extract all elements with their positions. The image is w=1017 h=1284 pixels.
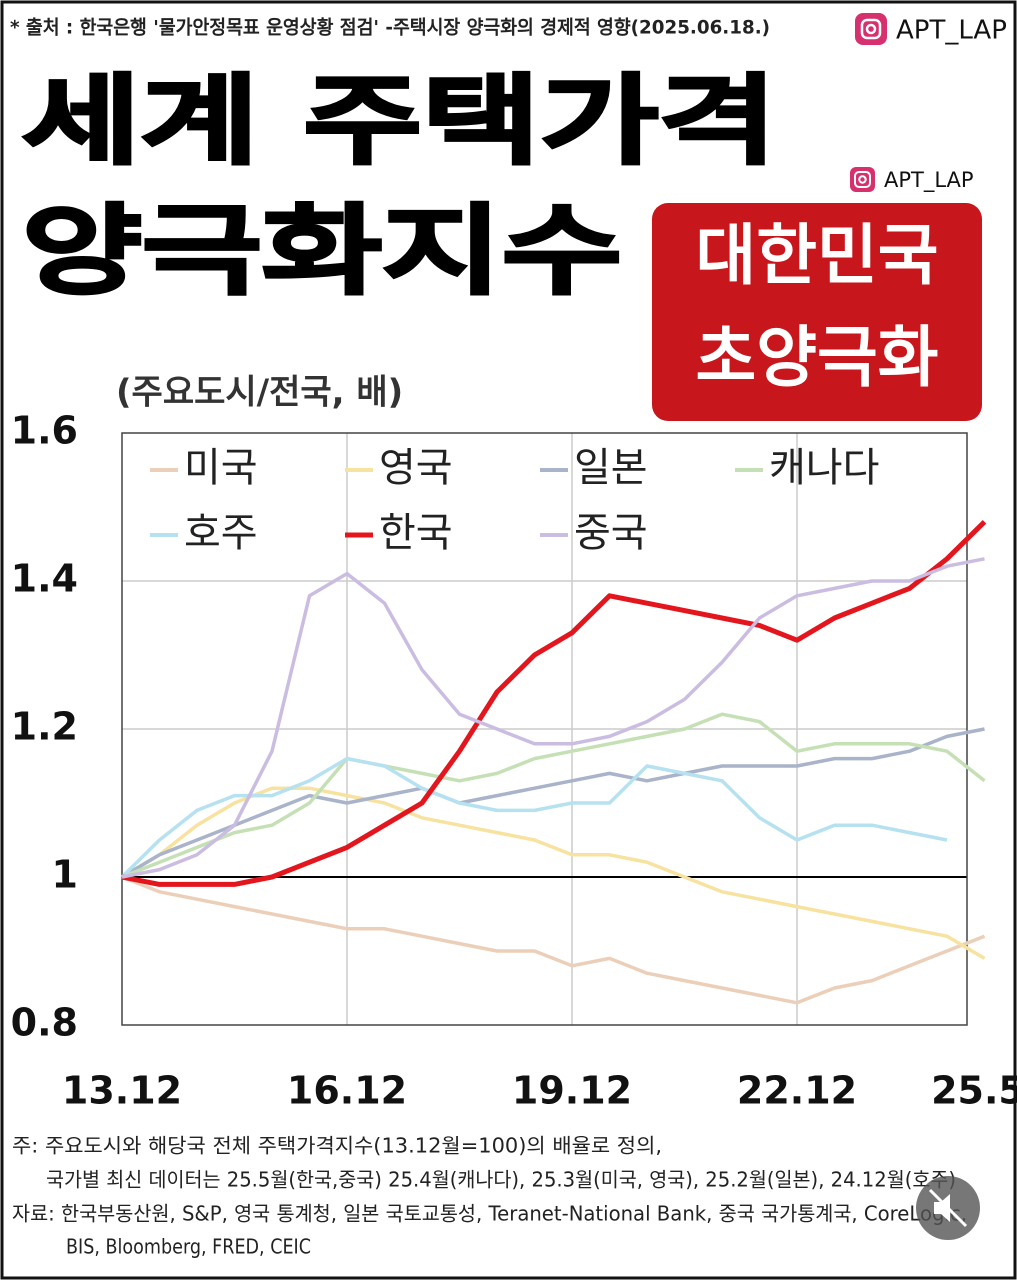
instagram-icon <box>850 167 875 192</box>
series-line <box>121 520 987 887</box>
y-tick-label: 1.2 <box>11 705 78 749</box>
x-tick-label: 22.12 <box>737 1069 857 1113</box>
note: 국가별 최신 데이터는 25.5월(한국,중국) 25.4월(캐나다), 25.… <box>46 1168 956 1192</box>
source: * 출처 : 한국은행 '물가안정목표 운영상황 점검' -주택시장 양극화의 … <box>10 16 770 39</box>
series-line <box>120 756 948 879</box>
instagram-icon <box>855 13 887 45</box>
x-tick-label: 16.12 <box>287 1069 407 1113</box>
plot: 13.12 16.12 19.12 22.12 25.5 0.8 1 1.2 1.4 1.6 미국 영… <box>11 409 1017 1113</box>
legend-label: 한국 <box>379 510 453 556</box>
note: 주: 주요도시와 해당국 전체 주택가격지수(13.12월=100)의 배율로 … <box>12 1134 662 1158</box>
series-line <box>121 557 985 879</box>
y-axis-label: (주요도시/전국, 배) <box>116 373 403 413</box>
y-tick-label: 1.4 <box>11 557 78 601</box>
plot-frame <box>121 432 968 1026</box>
legend-label: 중국 <box>574 510 648 556</box>
watermark: APT_LAP <box>884 168 974 193</box>
legend-label: 일본 <box>574 445 648 491</box>
legend-label: 호주 <box>184 510 258 556</box>
badge-text: 대한민국 <box>696 217 939 294</box>
series-line <box>121 727 985 879</box>
watermark: APT_LAP <box>896 16 1007 46</box>
series-line <box>121 712 986 879</box>
series-line <box>121 786 986 960</box>
badge <box>652 203 982 421</box>
x-tick-label: 25.5 <box>931 1069 1017 1113</box>
badge-text: 초양극화 <box>696 319 939 396</box>
notes: 주: 주요도시와 해당국 전체 주택가격지수(13.12월=100)의 배율로 … <box>12 1134 967 1259</box>
mute-button[interactable] <box>916 1176 980 1240</box>
note: 자료: 한국부동산원, S&P, 영국 통계청, 일본 국토교통성, Teran… <box>12 1202 967 1226</box>
headline: 세계 주택가격 <box>22 65 777 179</box>
y-tick-label: 1.6 <box>11 409 78 453</box>
x-tick-label: 13.12 <box>62 1069 182 1113</box>
legend-label: 영국 <box>379 445 453 491</box>
legend-label: 캐나다 <box>769 445 879 491</box>
y-tick-label: 0.8 <box>11 1001 78 1045</box>
x-tick-label: 19.12 <box>512 1069 632 1113</box>
legend-label: 미국 <box>184 445 258 491</box>
y-tick-label: 1 <box>52 853 78 897</box>
series-line <box>121 875 986 1005</box>
headline: 양극화지수 <box>22 195 622 309</box>
note: BIS, Bloomberg, FRED, CEIC <box>66 1235 311 1259</box>
